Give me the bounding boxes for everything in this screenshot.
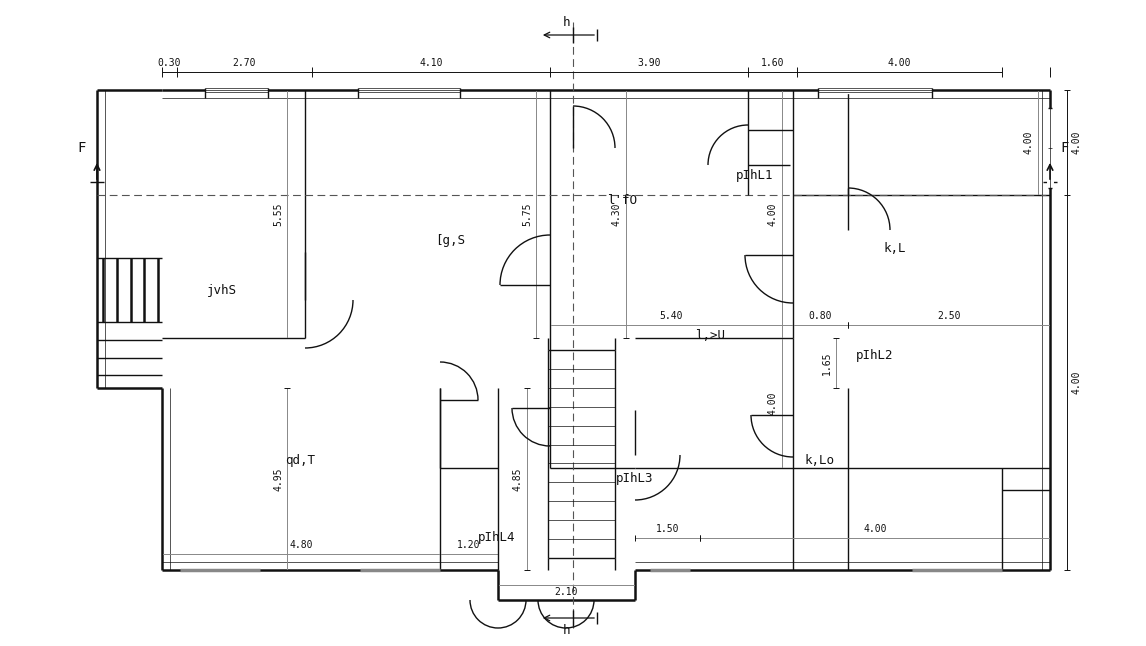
Text: 4.85: 4.85: [513, 467, 523, 491]
Text: 4.10: 4.10: [419, 58, 442, 68]
Text: F: F: [78, 141, 86, 155]
Text: pIhL2: pIhL2: [856, 348, 894, 362]
Text: 3.90: 3.90: [637, 58, 661, 68]
Text: 1.65: 1.65: [822, 351, 832, 375]
Text: h: h: [563, 623, 571, 636]
Text: l'fO: l'fO: [607, 194, 637, 207]
Text: [g,S: [g,S: [435, 233, 465, 247]
Text: pIhL4: pIhL4: [478, 532, 516, 545]
Text: 4.00: 4.00: [863, 524, 887, 534]
Text: qd,T: qd,T: [285, 453, 315, 466]
Text: l,>U: l,>U: [694, 329, 725, 342]
Text: 2.70: 2.70: [233, 58, 257, 68]
Text: k,L: k,L: [884, 242, 906, 255]
Text: jvhS: jvhS: [207, 284, 237, 297]
Text: 5.55: 5.55: [273, 202, 283, 225]
Text: k,Lo: k,Lo: [804, 453, 835, 466]
Text: 0.80: 0.80: [809, 311, 832, 321]
Text: 1.50: 1.50: [656, 524, 680, 534]
Text: 4.80: 4.80: [289, 540, 313, 550]
Text: 1.20: 1.20: [457, 540, 481, 550]
Text: F: F: [1061, 141, 1069, 155]
Text: 1.60: 1.60: [761, 58, 784, 68]
Text: 5.75: 5.75: [521, 202, 532, 225]
Text: pIhL1: pIhL1: [736, 169, 774, 182]
Text: 4.00: 4.00: [768, 391, 778, 415]
Text: pIhL3: pIhL3: [617, 472, 653, 484]
Text: 0.30: 0.30: [158, 58, 181, 68]
Text: 4.00: 4.00: [1025, 130, 1034, 154]
Text: 4.00: 4.00: [1072, 371, 1082, 394]
Text: 5.40: 5.40: [660, 311, 683, 321]
Text: 4.00: 4.00: [1072, 130, 1082, 154]
Text: 4.00: 4.00: [768, 202, 778, 225]
Text: 4.95: 4.95: [273, 467, 283, 491]
Text: 2.50: 2.50: [937, 311, 960, 321]
Text: 2.10: 2.10: [555, 587, 579, 597]
Text: 4.00: 4.00: [888, 58, 911, 68]
Text: h: h: [563, 16, 571, 28]
Text: 4.30: 4.30: [612, 202, 622, 225]
